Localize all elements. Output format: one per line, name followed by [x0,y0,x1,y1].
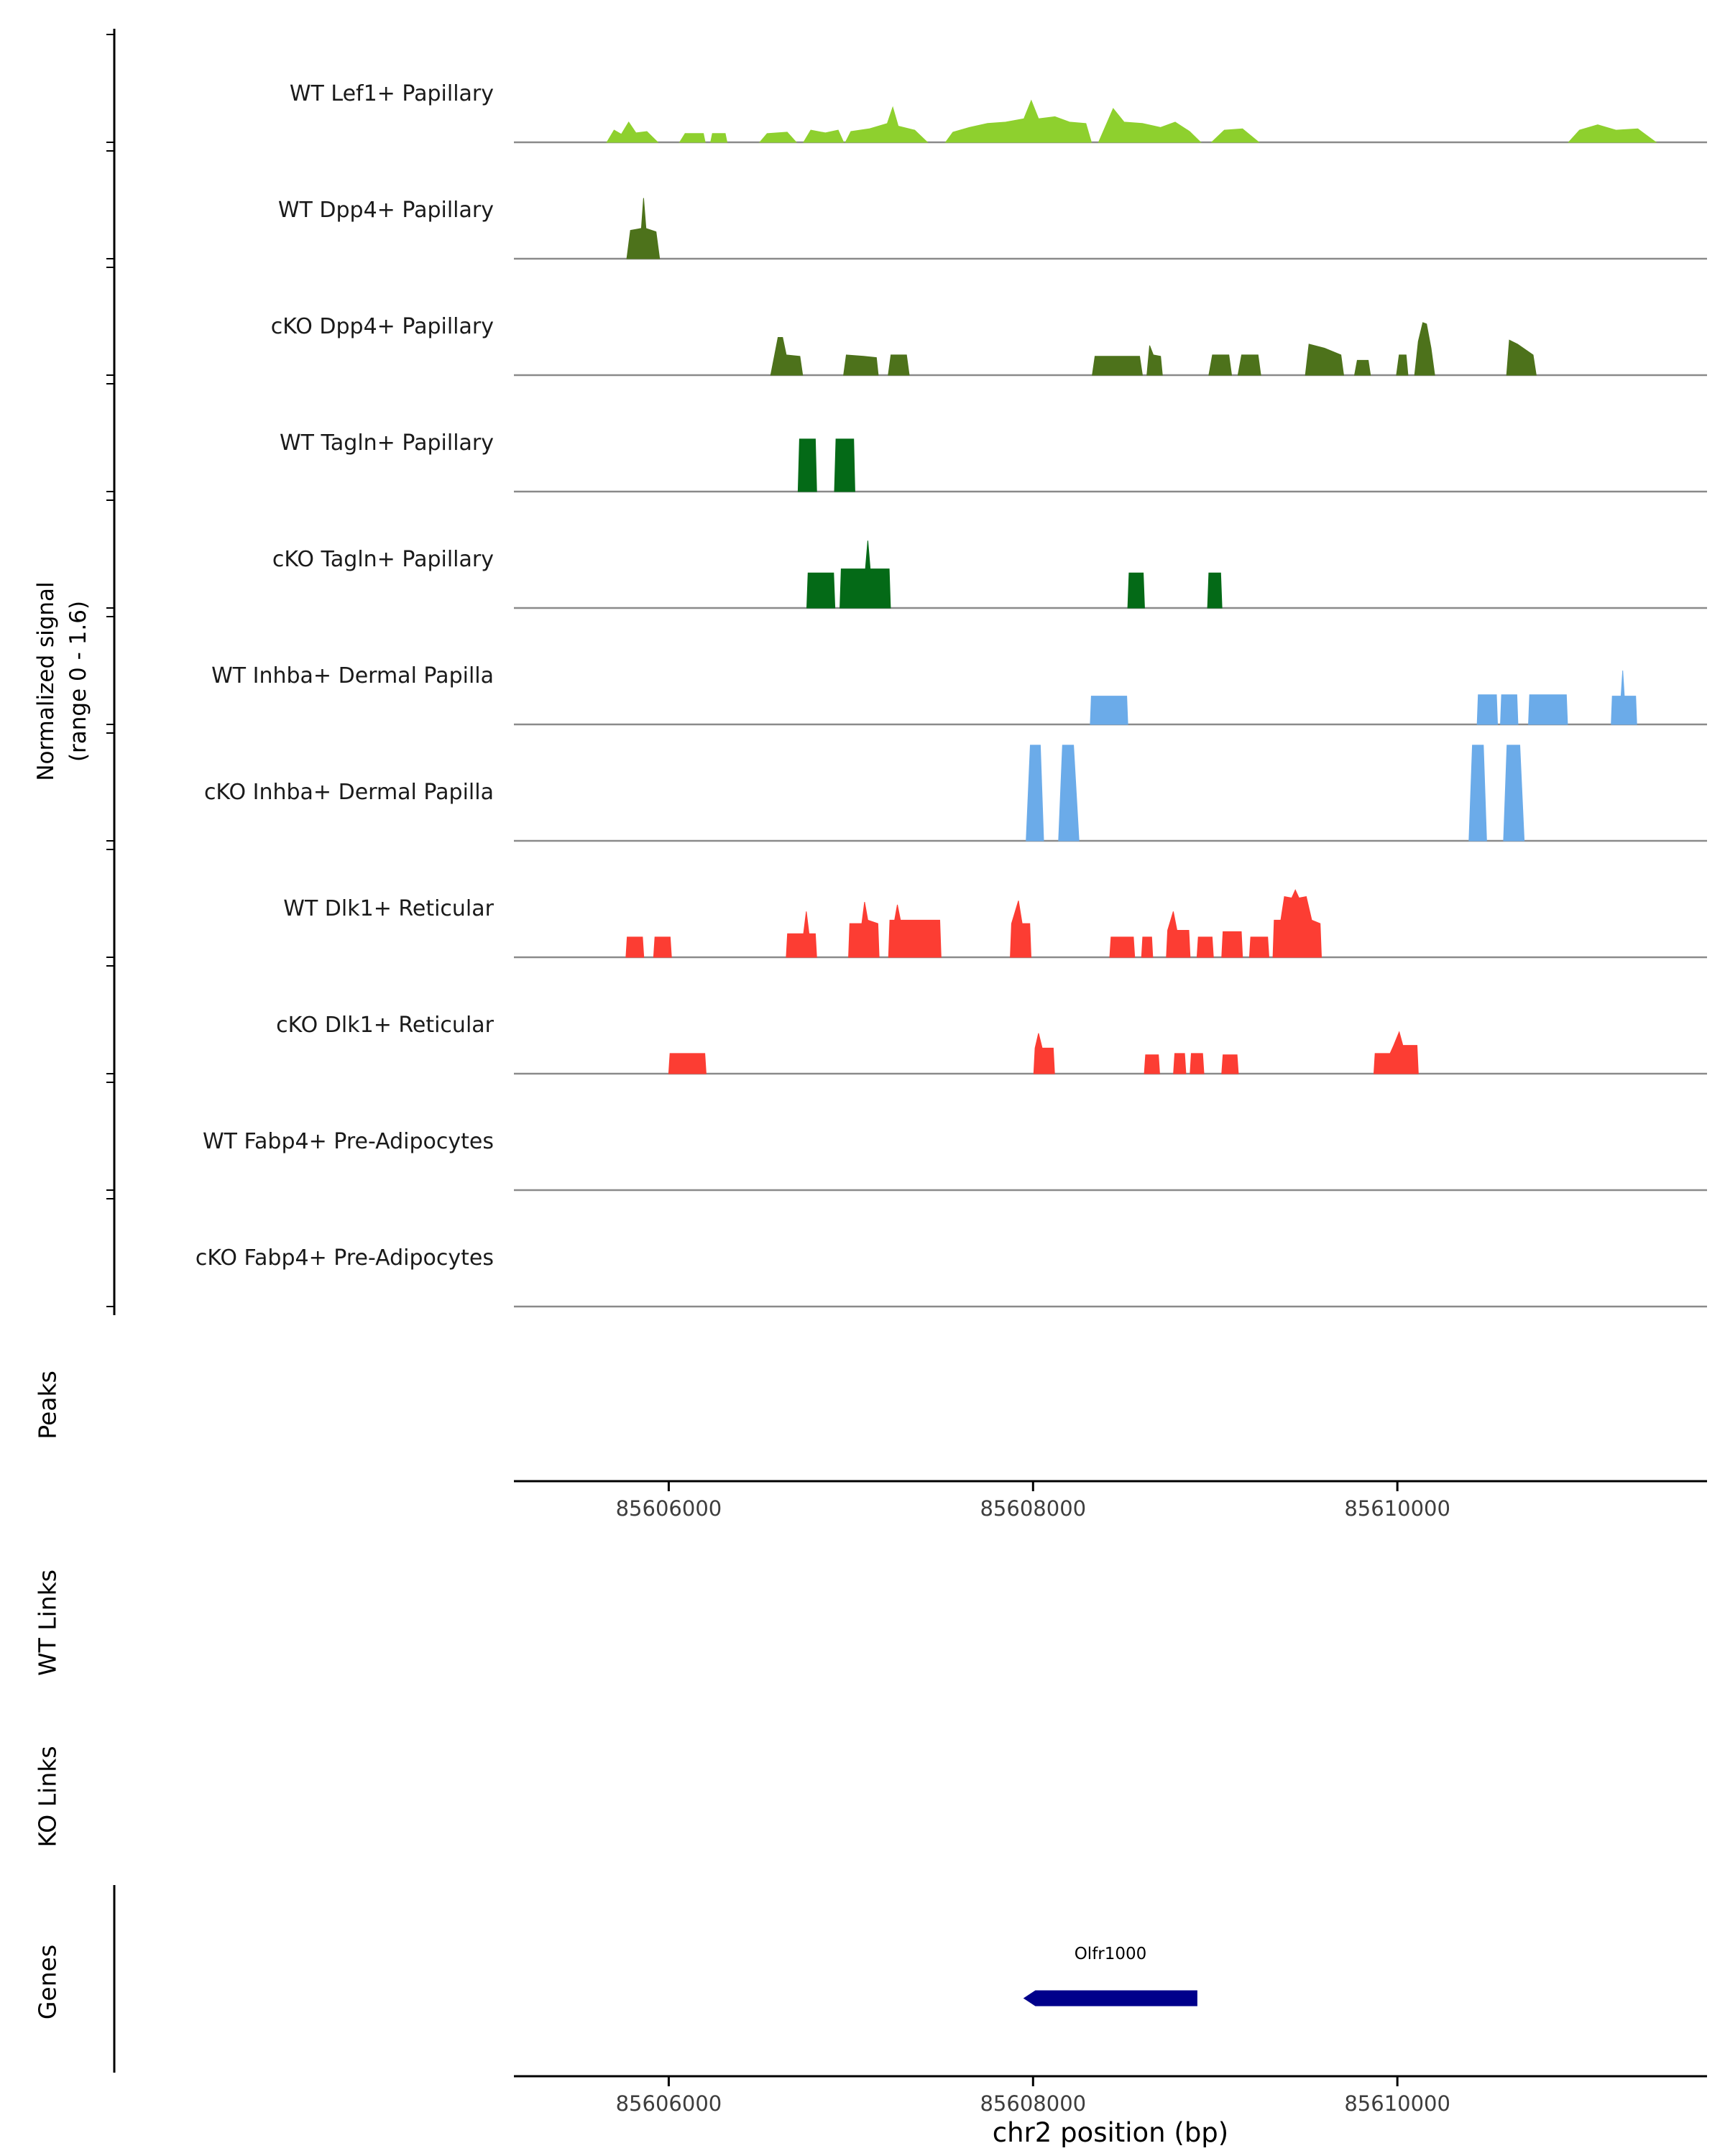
gene-body [1023,1990,1197,2007]
x-tick-label: 85606000 [616,1496,722,1521]
signal-peak [1611,670,1637,725]
signal-peak [1414,322,1435,376]
signal-peak [1208,354,1233,376]
signal-peak [1190,1053,1205,1074]
signal-peak [1146,345,1163,376]
signal-peak [1092,356,1143,376]
track-label: cKO Dpp4+ Papillary [271,314,494,339]
signal-peak [1476,694,1499,725]
signal-peak [1207,572,1223,609]
signal-peak [1173,1053,1187,1074]
signal-peak [653,936,672,958]
x-tick-label: 85608000 [980,1496,1086,1521]
signal-peak [848,902,880,958]
signal-peak [797,438,817,492]
signal-peak [668,1053,707,1074]
signal-peak [626,198,661,259]
track-label: WT Inhba+ Dermal Papilla [211,663,494,688]
signal-peak [1221,1054,1239,1074]
track-label: WT Dlk1+ Reticular [283,896,494,921]
signal-peak [944,99,1092,143]
signal-peak [1468,745,1487,842]
signal-peak [1248,936,1270,958]
signal-peak [786,911,817,958]
track-label: cKO Tagln+ Papillary [272,547,494,572]
signal-peak [1058,745,1080,842]
signal-peak [1506,339,1537,376]
x-tick-label: 85606000 [616,2091,722,2116]
track-label: WT Tagln+ Papillary [280,430,494,456]
signal-peak [1503,745,1525,842]
signal-peak [1221,931,1243,958]
signal-peak [759,132,797,143]
signal-peak [1196,936,1214,958]
signal-peak [1528,694,1568,725]
signal-peak [1166,911,1191,958]
track-label: cKO Fabp4+ Pre-Adipocytes [196,1245,494,1271]
y-axis-label-line2: (range 0 - 1.6) [65,600,91,763]
x-tick-label: 85608000 [980,2091,1086,2116]
track-label: WT Lef1+ Papillary [290,81,494,106]
signal-peak [1500,694,1519,725]
signal-peak [888,354,910,376]
signal-peak [803,129,845,143]
y-axis-label-line1: Normalized signal [33,581,59,781]
section-label-peaks: Peaks [33,1370,62,1439]
y-axis-label: Normalized signal (range 0 - 1.6) [30,581,95,780]
signal-peak [888,904,942,958]
signal-peak [845,106,929,143]
signal-peak [806,572,836,609]
signal-peak [1098,108,1202,143]
signal-peak [1141,936,1154,958]
signal-peak [678,133,706,143]
signal-peak [1026,745,1044,842]
signal-peak [1353,359,1371,376]
signal-peak [1568,124,1657,143]
signal-peak [1210,128,1260,143]
signal-peak [1144,1054,1160,1074]
x-tick-label: 85610000 [1344,2091,1450,2116]
signal-peak [840,540,891,609]
signal-peak [843,354,879,376]
signal-peak [1373,1031,1419,1074]
signal-peak [606,121,659,143]
x-tick-label: 85610000 [1344,1496,1450,1521]
signal-peak [770,337,804,376]
signal-peak [1127,572,1145,609]
signal-peak [1033,1033,1055,1074]
signal-peak [1109,936,1136,958]
signal-peak [1305,344,1344,376]
signal-peak [1396,354,1409,376]
track-label: cKO Inhba+ Dermal Papilla [204,780,494,805]
signal-peak [1272,889,1322,958]
section-label-wt-links: WT Links [33,1569,62,1677]
gene-label: Olfr1000 [1075,1945,1147,1963]
signal-peak [1010,900,1032,958]
track-label: WT Dpp4+ Papillary [278,198,494,223]
signal-peak [625,936,645,958]
signal-peak [1237,354,1261,376]
section-label-genes: Genes [33,1944,62,2020]
signal-peak [710,133,728,143]
section-label-ko-links: KO Links [33,1746,62,1848]
track-label: cKO Dlk1+ Reticular [276,1013,494,1038]
signal-peak [834,438,855,492]
x-axis-title: chr2 position (bp) [992,2117,1229,2148]
track-label: WT Fabp4+ Pre-Adipocytes [203,1129,494,1154]
signal-peak [1090,696,1128,725]
